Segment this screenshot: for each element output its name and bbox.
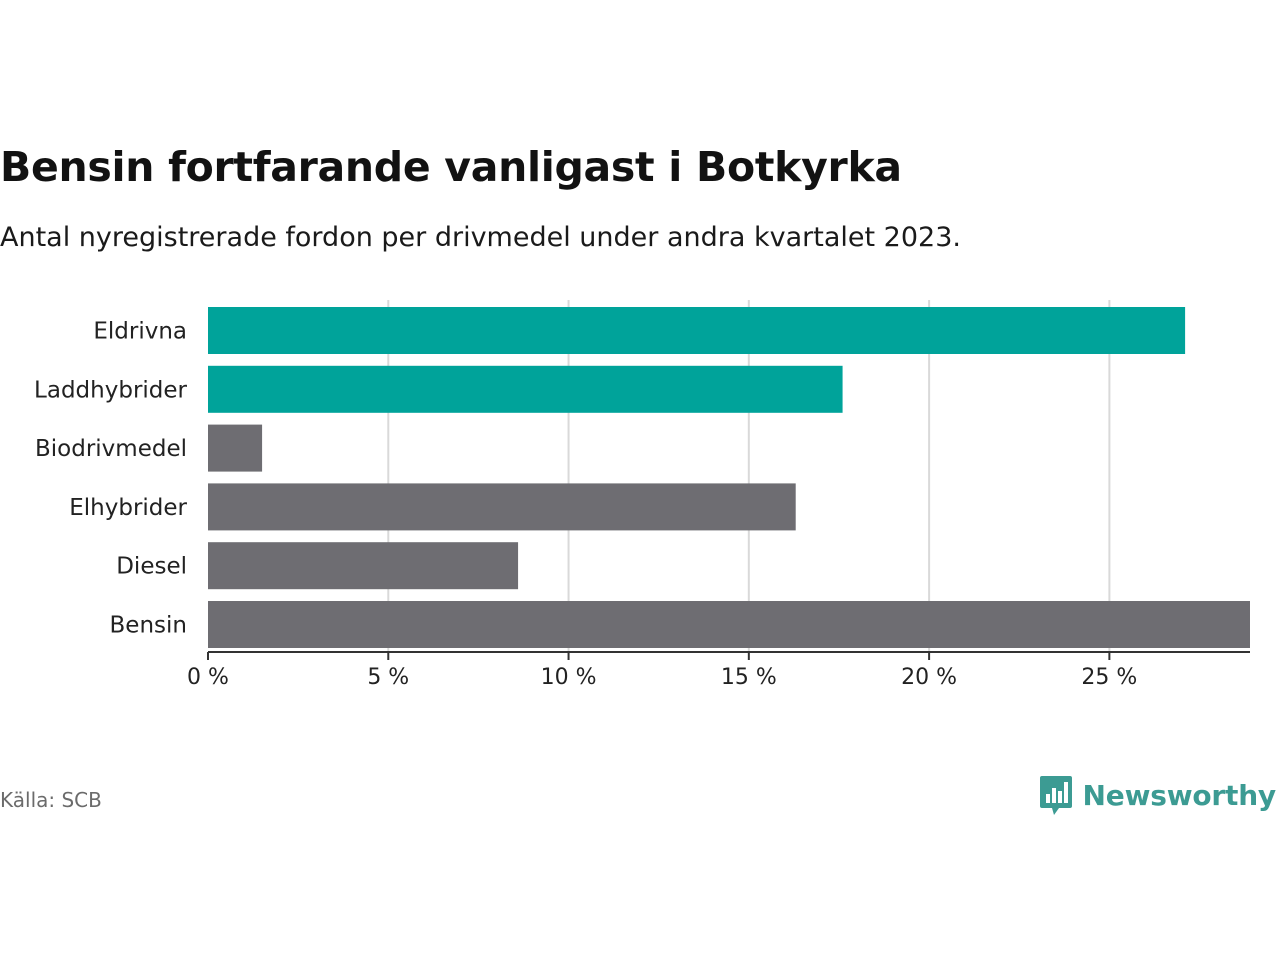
category-label: Eldrivna: [93, 319, 187, 345]
chart-title: Bensin fortfarande vanligast i Botkyrka: [0, 143, 902, 191]
bar-chart: Eldrivna Laddhybrider Biodrivmedel Elhybrid…: [34, 300, 1250, 690]
bar-laddhybrider: [208, 365, 843, 413]
chart-subtitle: Antal nyregistrerade fordon per drivmede…: [0, 222, 961, 253]
bar-bensin: [208, 601, 1250, 648]
bar-eldrivna: [208, 307, 1186, 354]
x-tick-label: 0 %: [187, 665, 229, 690]
bar-biodrivmedel: [208, 424, 263, 472]
x-tick-label: 5 %: [367, 665, 409, 690]
x-tick-label: 10 %: [541, 665, 597, 690]
category-label: Laddhybrider: [34, 377, 187, 403]
category-label: Biodrivmedel: [35, 436, 187, 462]
brand-name: Newsworthy: [1082, 778, 1277, 812]
category-label: Elhybrider: [69, 495, 187, 521]
chart-bubble-icon: [1039, 776, 1072, 815]
brand-logo: Newsworthy: [1039, 774, 1276, 816]
x-tick-label: 25 %: [1081, 665, 1137, 690]
category-label: Bensin: [110, 613, 187, 639]
bar-elhybrider: [208, 483, 796, 531]
x-tick-label: 20 %: [901, 665, 957, 690]
x-tick-label: 15 %: [721, 665, 777, 690]
bar-diesel: [208, 542, 519, 590]
source-note: Källa: SCB: [0, 788, 102, 812]
category-label: Diesel: [116, 554, 187, 580]
